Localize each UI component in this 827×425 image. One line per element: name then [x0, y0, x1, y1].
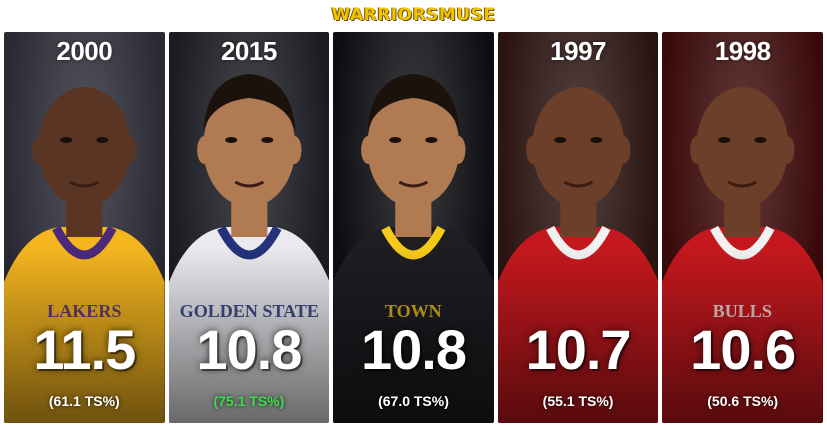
- player-photo: BULLS: [662, 32, 823, 423]
- player-photo: TOWN: [333, 32, 494, 423]
- shade-overlay: [168, 32, 330, 423]
- true-shooting-pct: (50.6 TS%): [707, 393, 779, 409]
- player-panel-5: BULLS 1998 10.6 (50.6 TS%): [662, 32, 823, 423]
- shade-overlay: [333, 32, 494, 423]
- watermark-banner: WARRIORSMUSE: [0, 0, 827, 30]
- season-year: 1998: [714, 36, 771, 66]
- watermark-text: WARRIORSMUSE: [331, 5, 496, 25]
- stat-value: 10.6: [690, 318, 796, 381]
- true-shooting-pct: (61.1 TS%): [48, 393, 120, 409]
- player-photo: LAKERS: [4, 32, 165, 423]
- season-year: 2015: [220, 36, 277, 66]
- true-shooting-pct: (67.0 TS%): [378, 393, 449, 409]
- true-shooting-pct: (55.1 TS%): [542, 393, 614, 409]
- season-year: 2000: [56, 36, 113, 66]
- player-panel-1: LAKERS 2000 11.5 (61.1 TS%): [4, 32, 165, 423]
- player-photo: [497, 32, 659, 423]
- player-panel-4: 1997 10.7 (55.1 TS%): [497, 32, 659, 423]
- shade-overlay: [662, 32, 823, 423]
- true-shooting-pct: (75.1 TS%): [213, 393, 285, 409]
- shade-overlay: [4, 32, 165, 423]
- player-panel-2: GOLDEN STATE 2015 10.8 (75.1 TS%): [168, 32, 330, 423]
- shade-overlay: [497, 32, 659, 423]
- player-photo: GOLDEN STATE: [168, 32, 330, 423]
- stat-value: 10.8: [360, 318, 467, 381]
- stat-value: 11.5: [33, 318, 136, 381]
- player-panel-3: TOWN 10.8 (67.0 TS%): [333, 32, 494, 423]
- stat-value: 10.8: [196, 318, 302, 381]
- player-comparison-row: LAKERS 2000 11.5 (61.1 TS%) GOLDEN STATE…: [4, 32, 823, 423]
- stat-value: 10.7: [525, 318, 632, 381]
- season-year: 1997: [550, 36, 606, 66]
